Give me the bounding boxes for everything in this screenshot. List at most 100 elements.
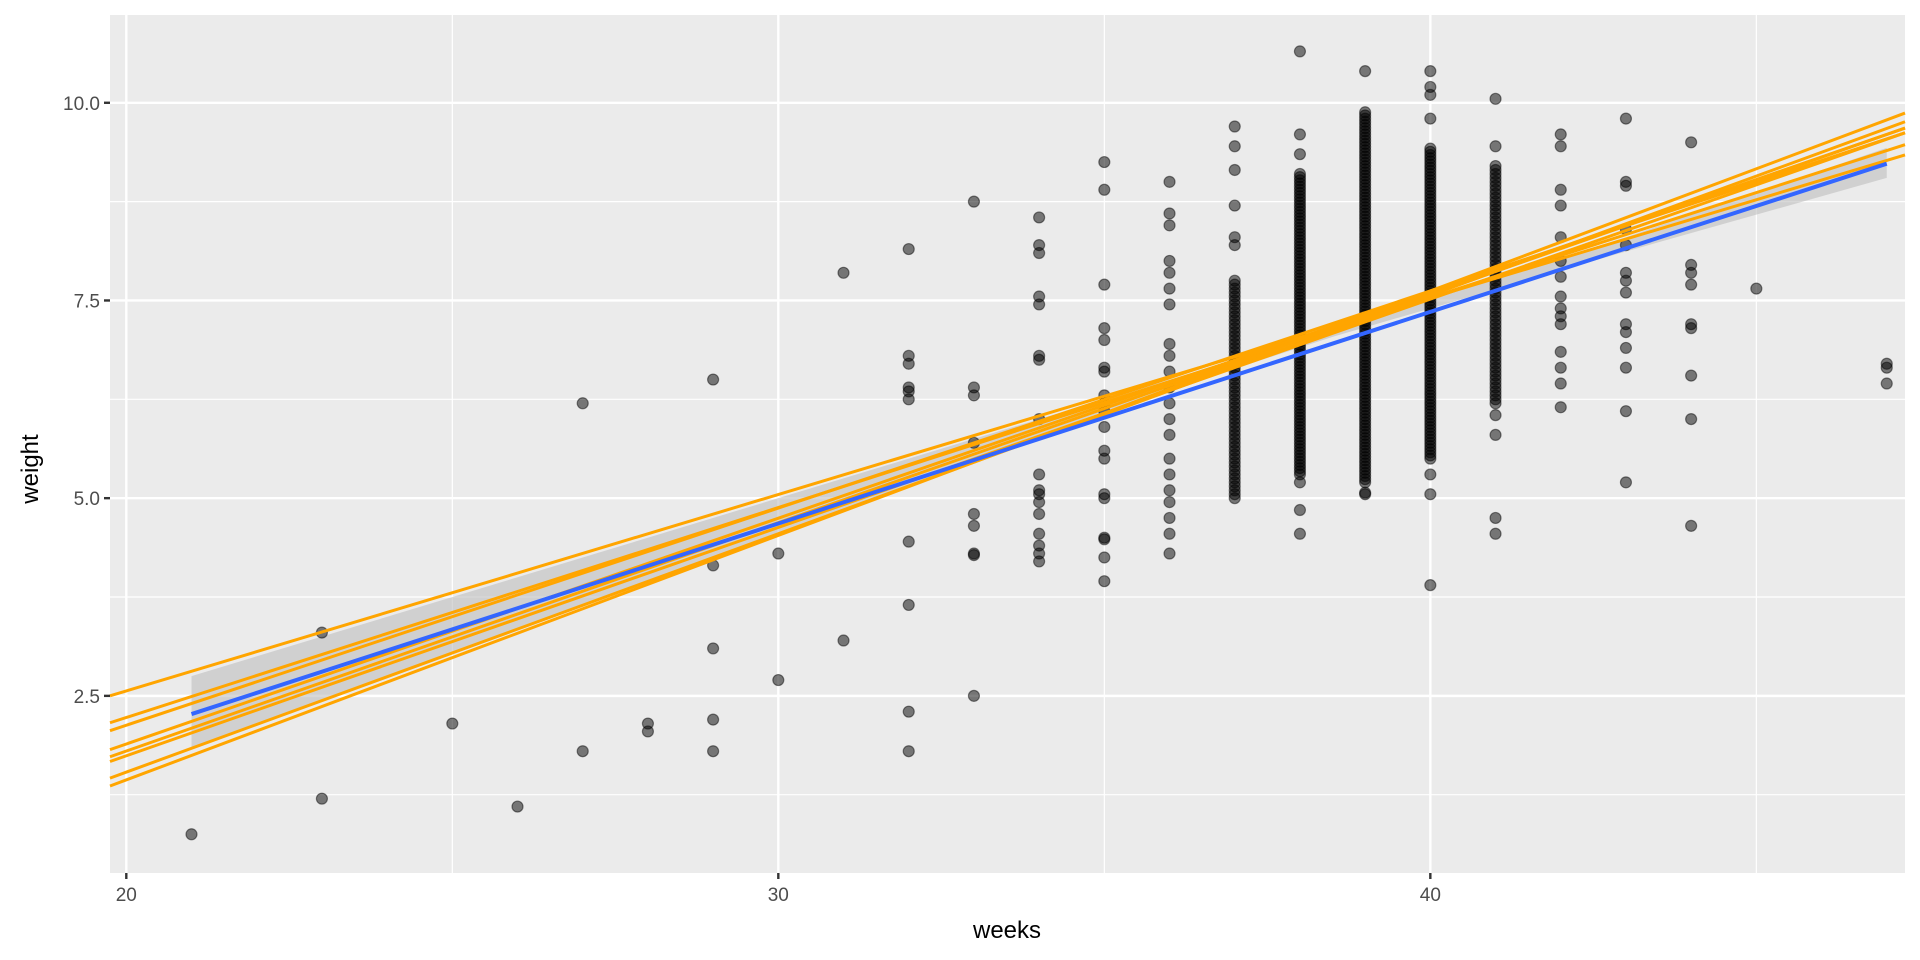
data-point: [1163, 282, 1176, 295]
data-point: [1554, 318, 1567, 331]
data-point: [1619, 274, 1633, 287]
data-point: [1424, 142, 1437, 155]
data-point: [1293, 503, 1307, 517]
data-point: [1228, 140, 1241, 153]
data-point: [772, 547, 785, 560]
data-point: [1293, 527, 1307, 540]
data-point: [1554, 377, 1567, 390]
data-point: [1489, 159, 1502, 173]
data-point: [1098, 365, 1111, 378]
data-point: [1098, 551, 1111, 564]
data-point: [1293, 167, 1307, 181]
data-point: [1163, 496, 1176, 509]
data-point: [1098, 155, 1111, 169]
data-point: [1098, 278, 1111, 291]
data-point: [446, 717, 459, 730]
data-point: [1489, 92, 1502, 105]
data-point: [707, 713, 720, 726]
data-point: [1489, 511, 1502, 525]
data-point: [772, 673, 785, 687]
data-point: [576, 397, 589, 410]
data-point: [1163, 349, 1176, 362]
data-point: [902, 242, 915, 256]
confidence-ribbon-group: [191, 147, 1887, 750]
data-point: [1424, 88, 1437, 101]
data-point: [1098, 322, 1111, 335]
data-point: [1880, 377, 1893, 390]
data-point: [1163, 527, 1176, 540]
data-point: [902, 745, 915, 758]
data-point: [1033, 496, 1046, 509]
data-point: [1685, 369, 1698, 382]
fit-line-group: [190, 161, 1888, 716]
data-point: [1685, 322, 1698, 335]
data-point: [1359, 106, 1372, 119]
data-point: [1619, 326, 1633, 339]
data-point: [967, 689, 981, 702]
data-point: [576, 745, 589, 758]
x-tick-label: 30: [768, 885, 789, 906]
data-point: [1554, 290, 1567, 303]
data-point: [1424, 65, 1437, 78]
data-point: [1554, 361, 1567, 374]
data-point: [1098, 183, 1111, 196]
data-point: [967, 507, 981, 521]
data-point: [967, 389, 981, 402]
confidence-ribbon: [191, 147, 1887, 750]
data-point: [1163, 428, 1176, 442]
data-point: [1685, 412, 1698, 426]
data-point: [1619, 341, 1633, 355]
data-point: [1163, 337, 1176, 351]
data-point: [902, 535, 915, 548]
data-point: [1163, 484, 1176, 497]
data-point: [1033, 298, 1046, 311]
data-point: [1163, 452, 1176, 465]
data-point: [1619, 179, 1633, 192]
data-point: [1359, 486, 1372, 499]
data-point: [1228, 163, 1241, 177]
data-point: [1359, 65, 1372, 78]
data-point: [902, 598, 915, 612]
data-point: [1098, 575, 1111, 588]
data-point: [1619, 112, 1633, 125]
data-point: [1554, 270, 1567, 283]
data-point: [1163, 207, 1176, 220]
y-tick-label: 2.5: [74, 687, 100, 708]
data-point: [1619, 286, 1633, 299]
y-tick-label: 5.0: [74, 489, 100, 510]
x-tick-label: 20: [116, 885, 137, 906]
data-point: [1685, 266, 1698, 279]
data-point: [1619, 361, 1633, 374]
data-point: [1293, 148, 1307, 161]
x-axis-title: weeks: [972, 917, 1041, 944]
data-point: [902, 357, 915, 370]
data-point: [707, 642, 720, 655]
data-point: [1554, 345, 1567, 358]
data-point: [707, 373, 720, 386]
data-point: [1098, 452, 1111, 465]
bootstrap-line: [109, 126, 1906, 759]
data-point: [967, 519, 981, 532]
data-point: [1489, 527, 1502, 540]
data-point: [1293, 45, 1307, 58]
data-point: [1489, 428, 1502, 442]
data-point: [1033, 211, 1046, 224]
data-point: [1163, 266, 1176, 279]
data-point: [1424, 468, 1437, 481]
data-point: [1489, 409, 1502, 422]
data-point: [1033, 555, 1046, 568]
data-point: [1098, 333, 1111, 347]
data-point: [1424, 488, 1437, 501]
data-point: [1685, 278, 1698, 291]
data-point: [185, 828, 198, 841]
data-point: [1033, 507, 1046, 521]
data-point: [1033, 353, 1046, 366]
data-point: [967, 195, 981, 208]
data-point: [1228, 120, 1241, 133]
data-point: [707, 745, 720, 758]
data-point: [1554, 401, 1567, 414]
data-point: [511, 800, 524, 813]
y-tick-label: 10.0: [63, 94, 100, 115]
data-point: [1228, 199, 1241, 212]
